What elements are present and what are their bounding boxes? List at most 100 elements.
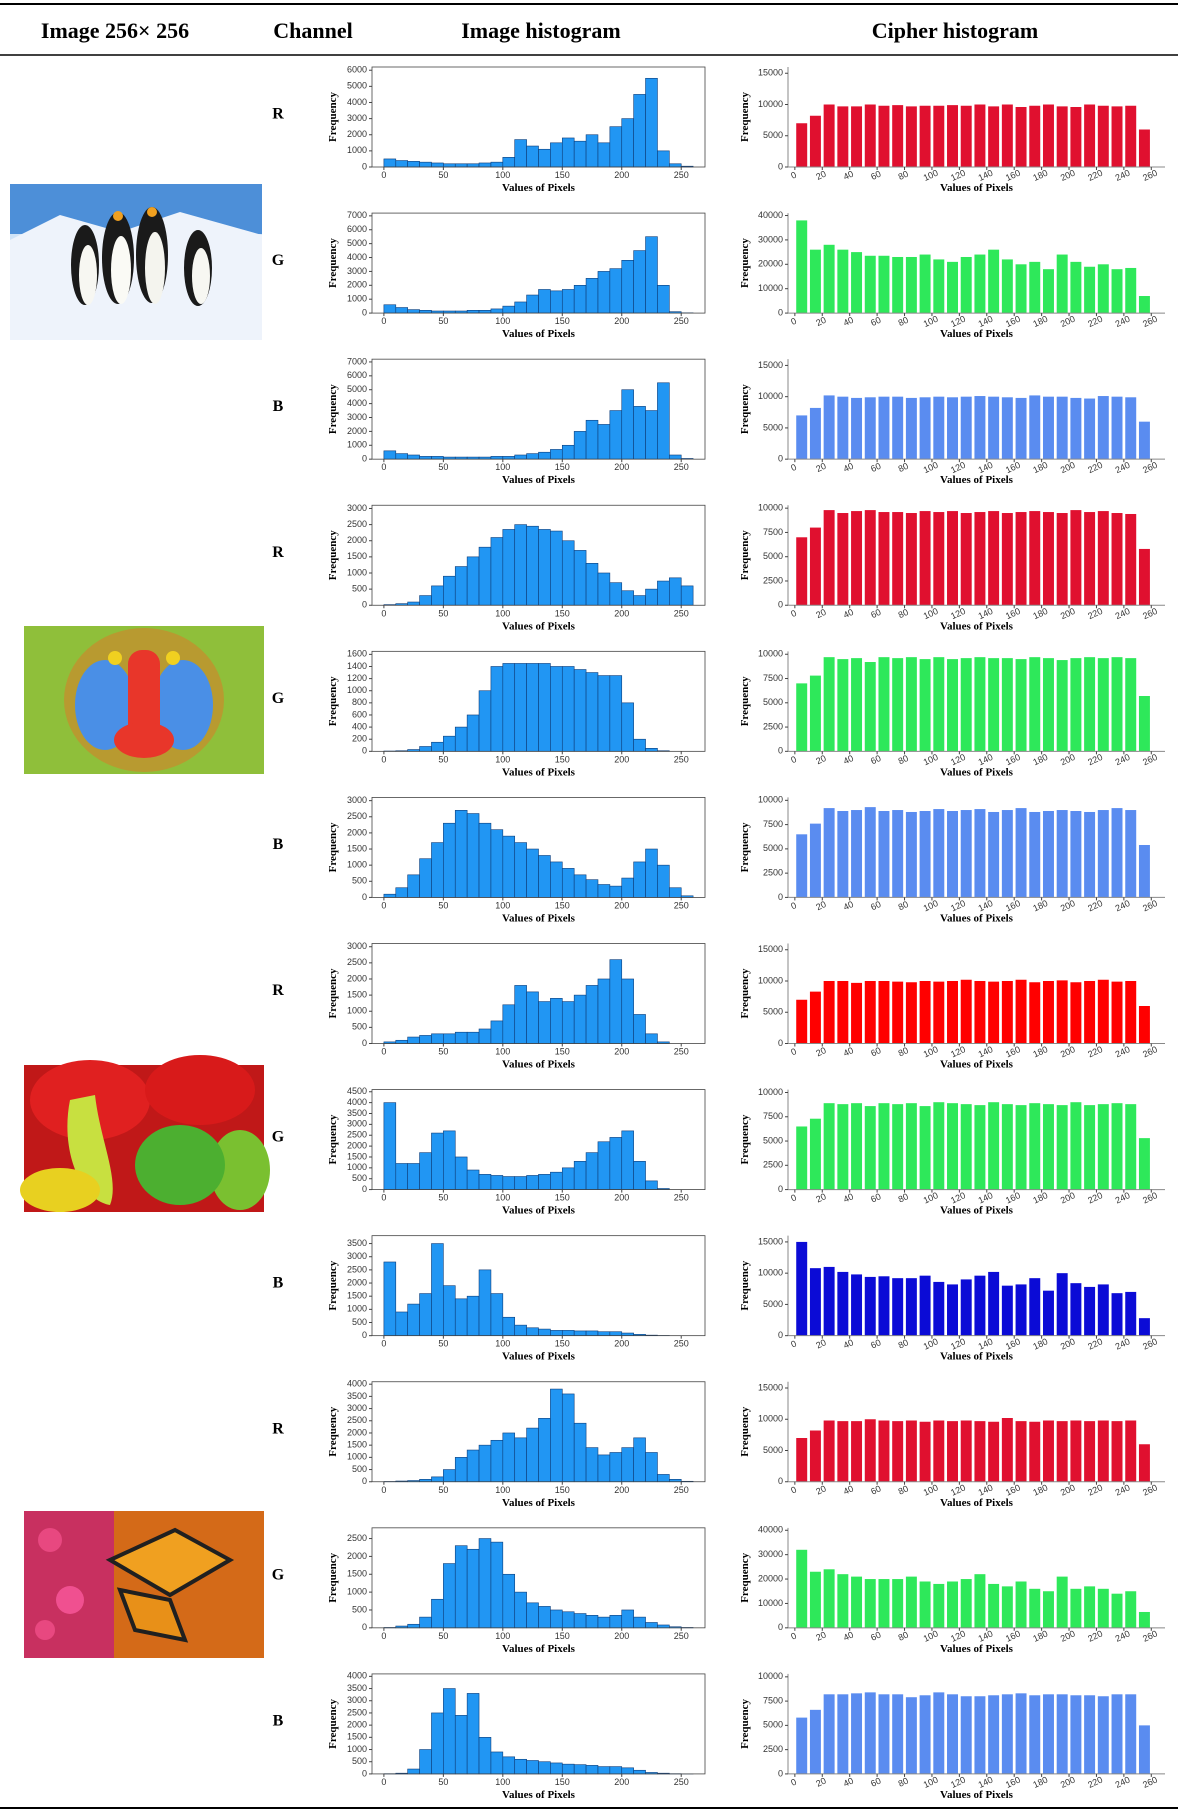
y-tick-label: 0 — [362, 1768, 367, 1778]
bar — [561, 1001, 575, 1044]
y-tick-label: 1500 — [347, 1151, 367, 1161]
bar — [1097, 105, 1109, 167]
x-tick-label: 220 — [1086, 606, 1104, 621]
x-tick-label: 80 — [897, 899, 910, 912]
x-tick-label: 160 — [1004, 314, 1022, 329]
y-tick-label: 15000 — [758, 1382, 783, 1392]
x-tick-label: 100 — [922, 752, 940, 767]
bar — [490, 1541, 504, 1629]
x-tick-label: 260 — [1141, 1482, 1159, 1497]
x-axis-label: Values of Pixels — [502, 474, 576, 486]
y-tick-label: 2500 — [347, 811, 367, 821]
bar — [621, 1447, 634, 1483]
y-tick-label: 0 — [778, 600, 783, 610]
bar — [1056, 810, 1068, 898]
bar — [538, 1174, 551, 1190]
channel-label: B — [273, 1713, 284, 1730]
y-tick-label: 600 — [352, 709, 367, 719]
bar — [526, 1327, 539, 1336]
bar — [431, 1598, 444, 1629]
bar — [561, 540, 575, 606]
y-tick-label: 4000 — [347, 398, 367, 408]
y-tick-label: 2500 — [763, 721, 783, 731]
bar — [633, 1769, 646, 1775]
bar — [633, 861, 646, 898]
bar — [1084, 1421, 1096, 1482]
bar — [502, 1176, 516, 1190]
x-tick-label: 180 — [1031, 314, 1049, 329]
y-tick-label: 2000 — [347, 129, 367, 139]
bar — [1070, 982, 1082, 1044]
bar — [443, 735, 456, 752]
bar — [1015, 808, 1027, 898]
x-tick-label: 50 — [438, 754, 448, 764]
bar — [407, 874, 420, 898]
bar — [466, 1449, 480, 1483]
x-tick-label: 250 — [674, 1339, 689, 1349]
x-tick-label: 240 — [1114, 606, 1132, 621]
y-tick-label: 3000 — [347, 1695, 367, 1705]
bar — [892, 396, 904, 460]
channel-label: B — [273, 836, 284, 853]
plot-frame — [371, 1235, 706, 1337]
bar — [621, 260, 634, 314]
x-tick-label: 40 — [842, 1776, 855, 1789]
bar — [561, 289, 575, 314]
x-tick-label: 60 — [869, 753, 882, 766]
x-tick-label: 0 — [789, 754, 798, 765]
x-tick-label: 0 — [381, 462, 386, 472]
bar — [561, 444, 575, 460]
bar — [502, 529, 516, 606]
y-tick-label: 3500 — [347, 1238, 367, 1248]
bar — [919, 981, 931, 1044]
bar — [892, 981, 904, 1044]
bar — [1029, 511, 1041, 606]
bar — [526, 525, 539, 606]
bar — [892, 1579, 904, 1628]
y-axis-label: Frequency — [739, 1406, 751, 1456]
bar — [645, 77, 658, 168]
bar — [573, 431, 587, 460]
bar — [514, 1324, 527, 1336]
x-tick-label: 40 — [842, 169, 855, 182]
bar — [878, 1579, 890, 1628]
x-tick-label: 240 — [1114, 460, 1132, 475]
bar — [837, 1574, 849, 1628]
x-tick-label: 250 — [674, 1777, 689, 1787]
y-tick-label: 800 — [352, 697, 367, 707]
bar — [1042, 1591, 1054, 1628]
bar — [419, 1293, 432, 1336]
bar — [538, 1001, 551, 1044]
channel-label: G — [272, 690, 285, 707]
x-tick-label: 100 — [922, 314, 940, 329]
bar — [585, 278, 599, 314]
bar — [561, 1611, 575, 1629]
x-tick-label: 220 — [1086, 314, 1104, 329]
x-tick-label: 260 — [1141, 1044, 1159, 1059]
bar — [796, 1549, 808, 1628]
bar — [1042, 981, 1054, 1044]
bar — [1001, 1285, 1013, 1336]
y-tick-label: 4000 — [347, 1671, 367, 1681]
bar — [1070, 1283, 1082, 1336]
y-tick-label: 0 — [778, 454, 783, 464]
x-tick-label: 200 — [614, 462, 629, 472]
butterfly-image — [24, 1511, 264, 1658]
x-tick-label: 160 — [1004, 1774, 1022, 1789]
bar — [514, 985, 527, 1044]
bar — [919, 511, 931, 606]
bar — [974, 104, 986, 167]
x-tick-label: 120 — [949, 1774, 967, 1789]
bar — [526, 145, 539, 168]
bar — [988, 1102, 1000, 1190]
bar — [1125, 267, 1137, 314]
bar — [809, 115, 821, 167]
bar — [538, 451, 551, 460]
bar — [395, 307, 408, 314]
bar — [919, 397, 931, 460]
bar — [621, 978, 634, 1044]
bar — [395, 160, 408, 168]
y-tick-label: 7000 — [347, 356, 367, 366]
